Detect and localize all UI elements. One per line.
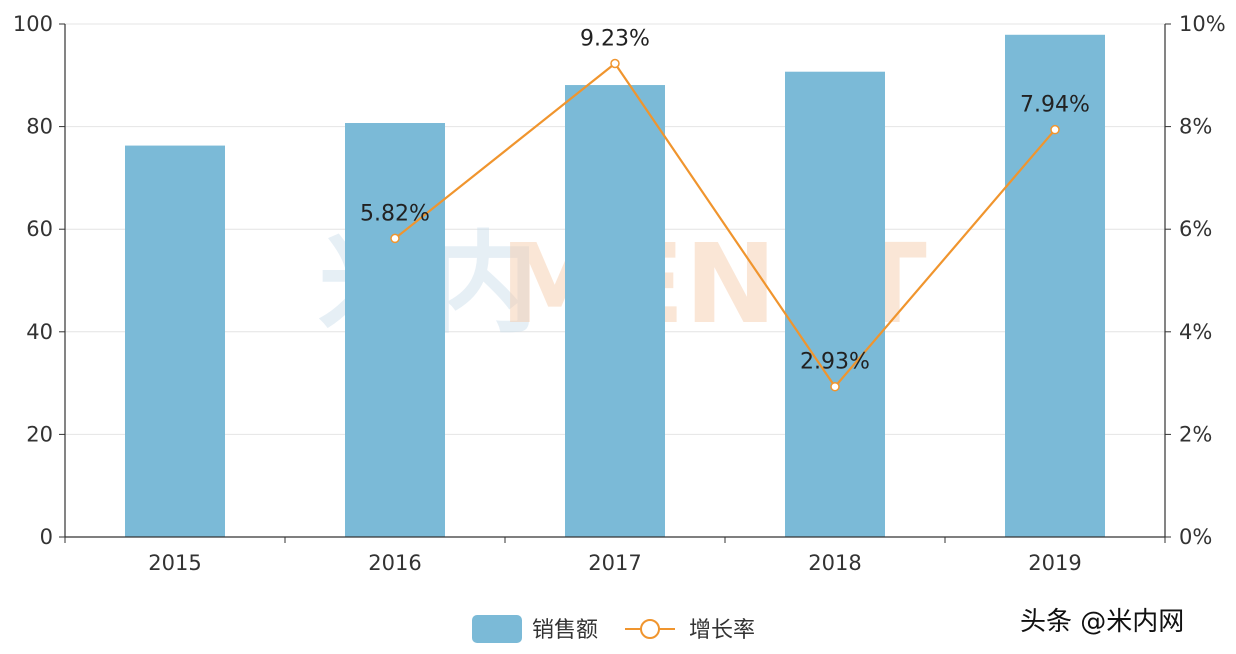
- y-right-tick-label: 2%: [1179, 422, 1212, 446]
- bar: [565, 85, 665, 537]
- bar-series: [125, 34, 1105, 538]
- x-tick-label: 2018: [808, 551, 861, 575]
- data-label: 5.82%: [360, 201, 430, 226]
- legend-swatch-marker: [640, 619, 660, 639]
- y-left-tick-label: 80: [26, 115, 53, 139]
- legend-label-line: 增长率: [689, 618, 755, 643]
- y-right-tick-label: 8%: [1179, 115, 1212, 139]
- bar: [1005, 34, 1105, 537]
- line-series: [390, 58, 1060, 392]
- y-right-tick-label: 10%: [1179, 12, 1226, 36]
- y-left-tick-label: 20: [26, 422, 53, 446]
- line-point: [390, 233, 400, 244]
- bar: [125, 145, 225, 537]
- legend: 销售额 增长率: [472, 615, 755, 643]
- y-right-tick-label: 4%: [1179, 320, 1212, 344]
- y-left-tick-label: 100: [13, 12, 53, 36]
- data-label: 2.93%: [800, 350, 870, 375]
- footer-brand: 头条 @米内网: [1020, 607, 1184, 637]
- y-left-tick-label: 0: [40, 525, 53, 549]
- data-label: 9.23%: [580, 27, 650, 52]
- data-labels: 5.82% 9.23% 2.93% 7.94%: [360, 27, 1090, 375]
- x-tick-label: 2016: [368, 551, 421, 575]
- y-right-tick-label: 0%: [1179, 525, 1212, 549]
- growth-line: [394, 62, 1056, 388]
- axes: 0 0% 20 2% 40 4% 60 6% 80 8% 100 10% 2015 2016 2017 201…: [13, 12, 1226, 575]
- y-left-tick-label: 60: [26, 217, 53, 241]
- y-left-tick-label: 40: [26, 320, 53, 344]
- bar: [785, 71, 885, 538]
- data-label: 7.94%: [1020, 93, 1090, 118]
- x-tick-label: 2019: [1028, 551, 1081, 575]
- bar: [345, 123, 445, 537]
- line-point: [610, 58, 620, 69]
- legend-label-bar: 销售额: [532, 618, 598, 643]
- line-point: [1050, 124, 1060, 135]
- legend-swatch-bar[interactable]: [472, 615, 522, 643]
- x-tick-label: 2015: [148, 551, 201, 575]
- y-right-tick-label: 6%: [1179, 217, 1212, 241]
- x-tick-label: 2017: [588, 551, 641, 575]
- line-point: [830, 381, 840, 392]
